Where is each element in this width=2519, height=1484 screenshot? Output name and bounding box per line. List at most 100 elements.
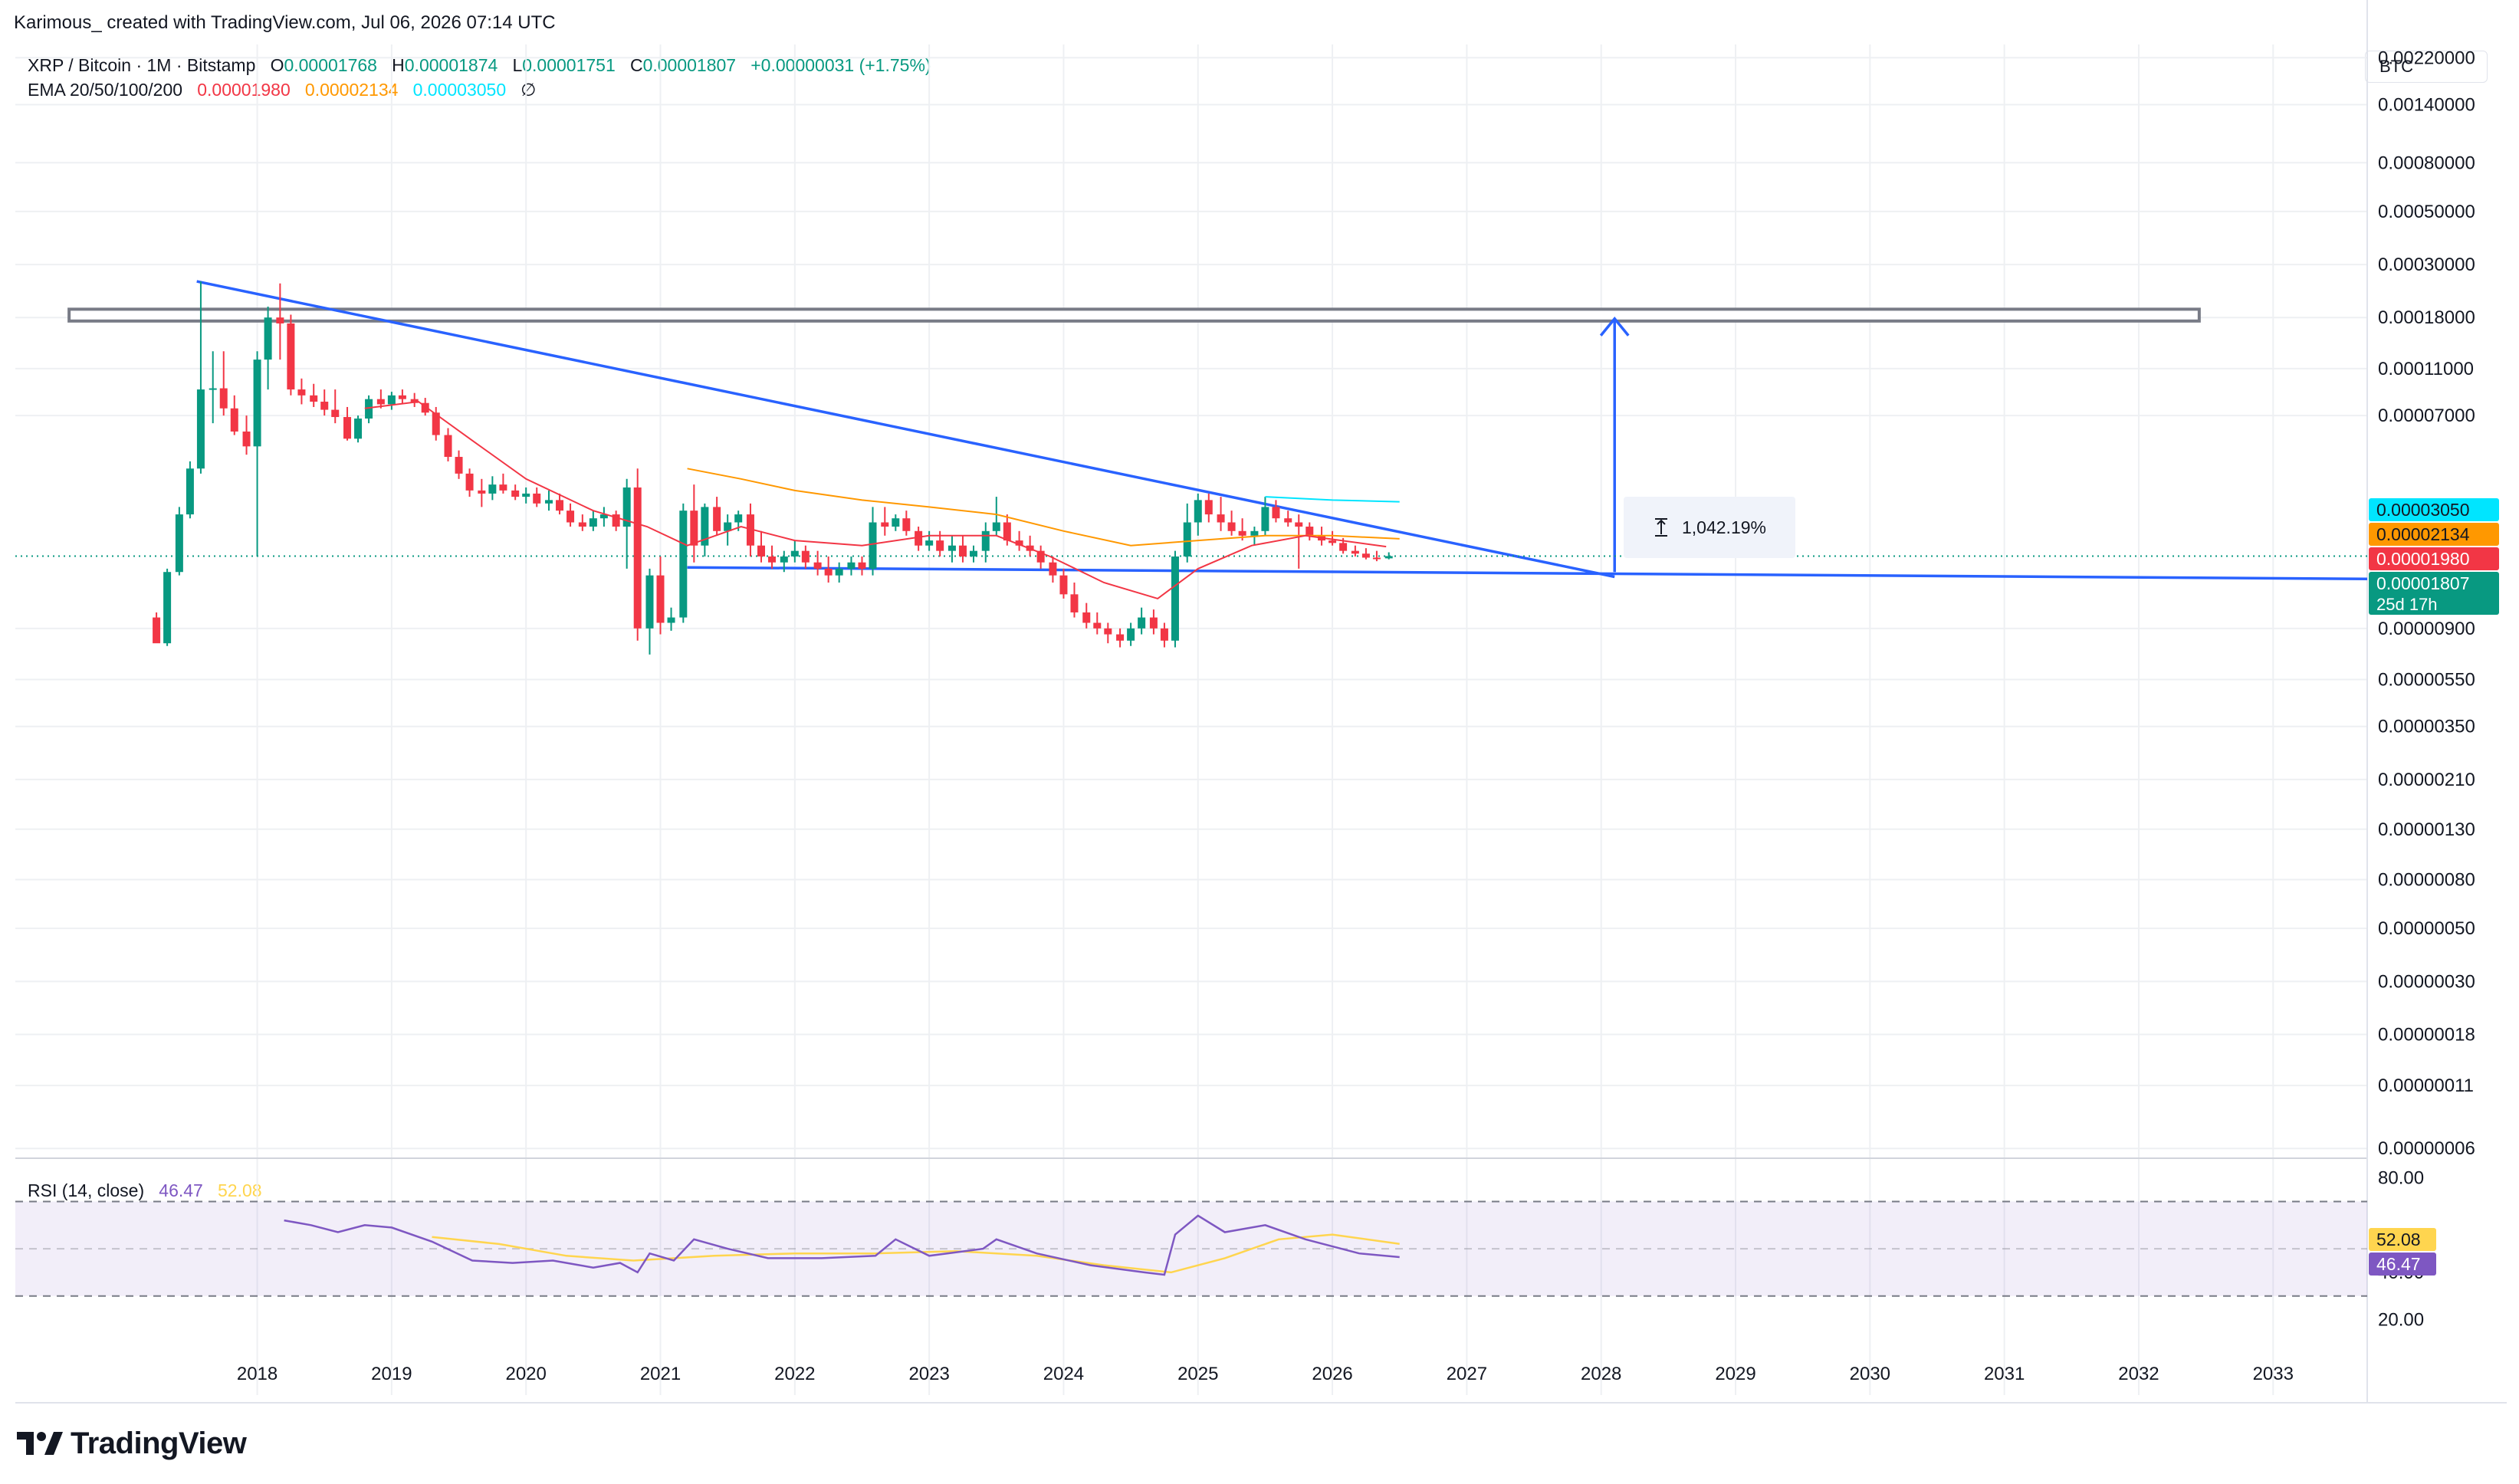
candle	[1138, 607, 1146, 635]
x-tick-label: 2028	[1581, 1364, 1621, 1384]
y-tick-label: 0.00000130	[2378, 819, 2475, 840]
candle	[1149, 609, 1158, 635]
y-tick-label: 0.00000006	[2378, 1138, 2475, 1159]
candle	[499, 473, 507, 494]
candle-body	[196, 389, 205, 469]
x-tick-label: 2032	[2118, 1364, 2159, 1384]
y-tick-label: 0.00000050	[2378, 918, 2475, 939]
ema-label[interactable]: EMA 20/50/100/200	[28, 80, 183, 100]
candle-body	[478, 490, 486, 494]
candle-body	[320, 402, 329, 410]
candle-body	[969, 550, 977, 556]
candle	[1070, 583, 1079, 618]
candle-body	[533, 493, 541, 504]
candle	[544, 490, 553, 511]
candle	[465, 468, 474, 497]
candle	[858, 556, 866, 576]
price-tag-text: 0.00001807	[2376, 573, 2470, 593]
candle	[1160, 622, 1168, 648]
candle-body	[398, 395, 406, 399]
ema-legend: EMA 20/50/100/200 0.00001980 0.00002134 …	[28, 80, 536, 100]
candle-body	[175, 514, 183, 573]
candle-body	[567, 511, 575, 523]
candle-body	[947, 545, 956, 551]
candle	[915, 527, 923, 551]
candle-body	[869, 522, 877, 569]
candle-body	[925, 540, 934, 546]
candle-body	[354, 419, 363, 439]
measure-tool-label[interactable]: 1,042.19%	[1624, 497, 1795, 558]
candle-body	[1127, 628, 1135, 641]
candle	[1305, 522, 1314, 541]
tradingview-logo[interactable]: TradingView	[17, 1424, 247, 1463]
x-tick-label: 2018	[237, 1364, 278, 1384]
candle	[780, 550, 788, 573]
rsi-label[interactable]: RSI (14, close)	[28, 1180, 145, 1200]
brand-name: TradingView	[71, 1426, 247, 1460]
candle-body	[847, 562, 856, 569]
candle-body	[310, 395, 318, 402]
candle-body	[499, 484, 507, 491]
x-tick-label: 2025	[1177, 1364, 1218, 1384]
candle-body	[1272, 507, 1280, 519]
candle-body	[1149, 617, 1158, 629]
symbol-label[interactable]: XRP / Bitcoin · 1M · Bitstamp	[28, 55, 256, 75]
candle-body	[981, 530, 990, 551]
candles	[153, 281, 1393, 655]
candle	[1059, 568, 1068, 599]
candle-body	[230, 408, 238, 432]
change-value: +0.00000031 (+1.75%)	[750, 55, 931, 75]
attribution: Karimous_ created with TradingView.com, …	[14, 12, 556, 33]
candle	[925, 530, 934, 551]
candle	[488, 476, 497, 501]
candle	[444, 428, 452, 461]
candle	[1217, 497, 1225, 531]
candle	[343, 406, 352, 441]
rsi-ma-value: 52.08	[218, 1180, 262, 1200]
candle-body	[264, 317, 272, 360]
currency-button[interactable]: BTC	[2365, 51, 2488, 83]
candle	[219, 351, 228, 416]
ema100-value: 0.00003050	[412, 80, 507, 100]
price-tag: 0.00001980	[2369, 547, 2499, 570]
x-tick-label: 2030	[1850, 1364, 1890, 1384]
candle-body	[1305, 527, 1314, 536]
candle-body	[667, 617, 675, 623]
y-tick-label: 0.00050000	[2378, 202, 2475, 222]
drawings	[15, 280, 2368, 581]
candle	[175, 507, 183, 576]
candle-body	[589, 518, 597, 527]
candle-body	[746, 514, 754, 546]
candle-body	[1003, 522, 1011, 541]
candle-body	[343, 417, 352, 439]
price-tag-text: 0.00001980	[2376, 549, 2470, 569]
candle-body	[915, 530, 923, 546]
open-label: O	[270, 55, 284, 75]
rsi-tick-label: 20.00	[2378, 1310, 2424, 1331]
candle	[387, 392, 396, 410]
candle-body	[1339, 543, 1348, 551]
candle-body	[958, 545, 967, 556]
candle	[847, 556, 856, 576]
rsi-tick-label: 80.00	[2378, 1168, 2424, 1189]
candle-body	[936, 540, 944, 551]
candle-body	[1049, 562, 1057, 576]
candle-body	[824, 568, 833, 576]
candle	[612, 511, 620, 531]
x-tick-label: 2026	[1312, 1364, 1352, 1384]
candle	[1261, 497, 1269, 536]
candle	[1284, 511, 1292, 527]
candle	[679, 503, 688, 623]
candle	[1295, 514, 1303, 569]
candle-body	[511, 490, 520, 497]
candle-body	[253, 360, 261, 447]
candle-body	[1351, 550, 1359, 554]
candle	[455, 450, 463, 479]
candle-body	[544, 500, 553, 504]
ohlc-legend: XRP / Bitcoin · 1M · Bitstamp O0.0000176…	[28, 55, 931, 76]
price-tag: 0.00003050	[2369, 498, 2499, 521]
candle	[533, 487, 541, 507]
currency-label: BTC	[2379, 57, 2413, 76]
candle	[881, 507, 889, 536]
